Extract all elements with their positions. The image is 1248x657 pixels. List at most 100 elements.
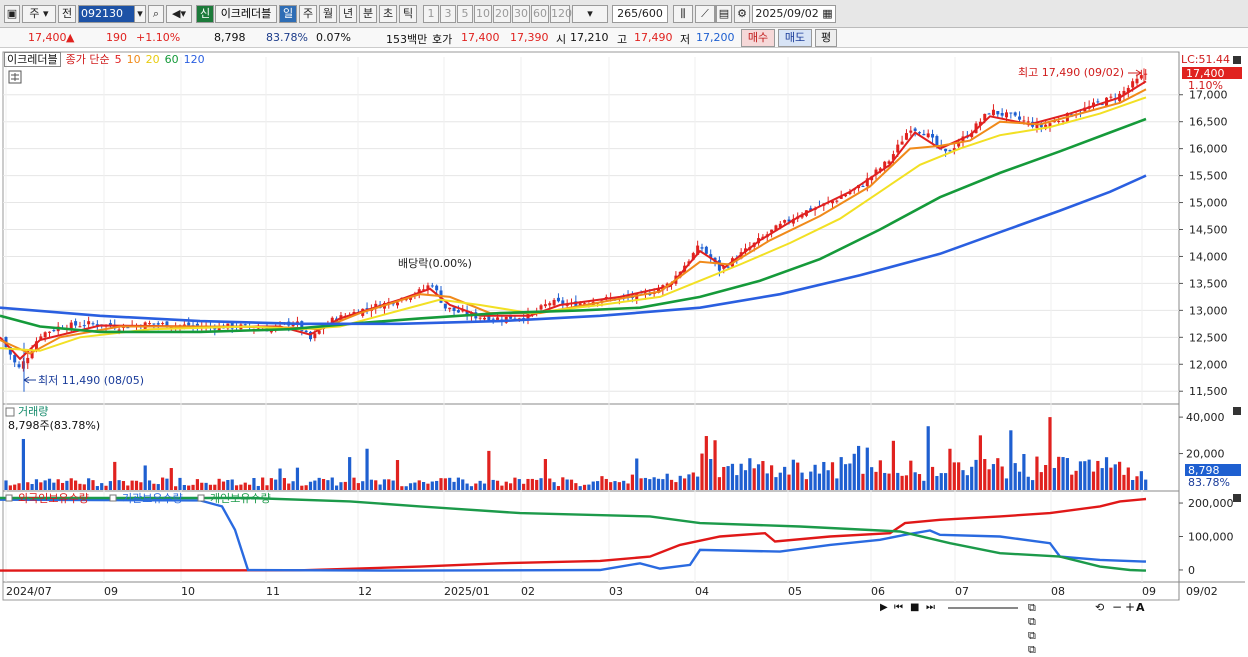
candle-body (409, 297, 413, 300)
fit-icon[interactable]: ⟲ (1095, 601, 1105, 614)
volume-bar (291, 481, 295, 490)
stop-icon[interactable]: ■ (910, 602, 920, 613)
candle-body (887, 161, 891, 164)
minute-tab-120[interactable]: 120 (550, 5, 572, 23)
scroll-right-icon[interactable]: ▶ (880, 602, 888, 613)
period-tab-1[interactable]: 주 (299, 5, 317, 23)
candle-body (574, 301, 578, 307)
volume-bar (526, 478, 530, 490)
volume-bar (1004, 478, 1009, 490)
minute-tab-1[interactable]: 1 (423, 5, 439, 23)
candle-body (448, 307, 452, 310)
minute-tab-3[interactable]: 3 (440, 5, 456, 23)
candle-body (935, 136, 939, 146)
candle-body (944, 148, 948, 152)
candle-body (491, 318, 495, 320)
minute-tab-30[interactable]: 30 (512, 5, 530, 23)
volume-bar (582, 484, 587, 490)
market-select[interactable]: 주 ▾ (22, 5, 56, 23)
candle-body (865, 178, 869, 187)
scroll-first-icon[interactable]: ⏮ (894, 602, 903, 613)
volume-bar (165, 478, 169, 490)
ma60-line (0, 117, 1147, 334)
window-icon[interactable]: ▣ (4, 5, 20, 23)
volume-title: 거래량 (18, 405, 48, 418)
x-axis-label: 04 (695, 585, 709, 598)
volume-bar (1039, 472, 1043, 490)
vol-ratio: 83.78% (266, 31, 308, 44)
sell-button[interactable]: 매도 (778, 29, 812, 47)
candle-icon[interactable]: ⫼ (673, 5, 693, 23)
volume-bar (717, 477, 721, 490)
volume-bar (552, 482, 556, 490)
volume-bar (596, 481, 600, 490)
scroll-last-icon[interactable]: ⏭ (926, 602, 935, 613)
holdings-legend: 외국인보유수량 기관보유수량 개인보유수량 (5, 492, 271, 505)
holdings-close-icon[interactable] (1233, 494, 1241, 502)
candle-body (717, 260, 721, 271)
period-tab-4[interactable]: 분 (359, 5, 377, 23)
volume-bar (1065, 458, 1069, 490)
holdings-0-line (0, 497, 1147, 572)
volume-bar (361, 481, 365, 490)
count-input[interactable]: 265/600 (612, 5, 668, 23)
period-tab-6[interactable]: 틱 (399, 5, 417, 23)
volume-bar (174, 486, 178, 490)
code-input[interactable]: 092130 (78, 5, 136, 23)
candle-body (978, 121, 982, 126)
holdings-legend-label: 개인보유수량 (210, 492, 271, 505)
candle-body (1000, 113, 1004, 116)
zoom-out-icon[interactable]: − (1112, 600, 1123, 614)
price-close-icon[interactable] (1233, 56, 1241, 64)
minute-tab-10[interactable]: 10 (474, 5, 492, 23)
minute-tab-20[interactable]: 20 (493, 5, 511, 23)
volume-bar (500, 485, 504, 490)
line-tool-icon[interactable]: ⟋ (695, 5, 715, 23)
volume-bar (43, 480, 47, 490)
candle-body (422, 289, 426, 291)
volume-bar (930, 466, 935, 490)
prev-button[interactable]: 전 (58, 5, 76, 23)
low-annotation: 최저 11,490 (08/05) (38, 374, 144, 387)
zoom-slider[interactable] (948, 607, 1018, 617)
period-tab-0[interactable]: 일 (279, 5, 297, 23)
candle-body (461, 310, 465, 312)
price-tick-label: 12,000 (1189, 358, 1228, 371)
volume-bar (474, 483, 478, 490)
candle-body (1035, 123, 1039, 129)
count-dropdown[interactable]: ▾ (572, 5, 608, 23)
period-tab-5[interactable]: 초 (379, 5, 397, 23)
minute-tab-60[interactable]: 60 (531, 5, 549, 23)
minute-tab-5[interactable]: 5 (457, 5, 473, 23)
gear-icon[interactable]: ⚙ (734, 5, 750, 23)
date-input[interactable]: 2025/09/02 ▦ (752, 5, 836, 23)
period-tab-3[interactable]: 년 (339, 5, 357, 23)
save-icon[interactable]: ▤ (716, 5, 732, 23)
auto-scale-icon[interactable]: A (1136, 601, 1145, 614)
zoom-in-icon[interactable]: + (1125, 600, 1136, 614)
market-label: 주 (29, 7, 40, 20)
candle-body (709, 254, 713, 259)
candle-body (17, 364, 21, 368)
price-header: 이크레더블 종가 단순 5 10 20 60 120 (4, 51, 210, 67)
grid-icon-lines (11, 73, 19, 81)
search-icon[interactable]: ⌕ (148, 5, 164, 23)
buy-button[interactable]: 매수 (741, 29, 775, 47)
candle-body (787, 219, 791, 222)
eval-button[interactable]: 평 (815, 29, 837, 47)
calendar-icon[interactable]: ▦ (822, 7, 833, 20)
volume-close-icon[interactable] (1233, 407, 1241, 415)
volume-bar (639, 478, 643, 490)
volume-bar (56, 479, 60, 490)
layout-icons[interactable]: ⧉ ⧉ ⧉ ⧉ (1028, 601, 1036, 656)
candle-body (970, 132, 974, 138)
price-panel-name[interactable]: 이크레더블 (4, 52, 61, 67)
volume-panel-icon[interactable] (5, 407, 15, 417)
speaker-icon[interactable]: ◀▾ (166, 5, 192, 23)
code-dropdown-icon[interactable]: ▾ (134, 5, 146, 23)
period-tab-2[interactable]: 월 (319, 5, 337, 23)
volume-bar (765, 473, 769, 490)
turnover: 0.07% (316, 31, 351, 44)
holdings-tick-label: 100,000 (1188, 531, 1234, 544)
price: 17,400 (28, 31, 67, 44)
